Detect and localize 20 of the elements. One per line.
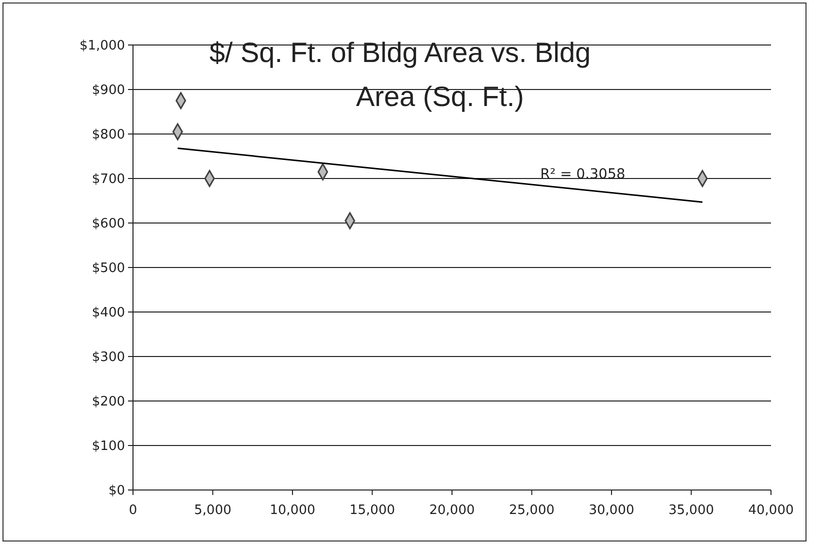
y-tick-label: $300 bbox=[92, 350, 125, 366]
x-tick-label: 35,000 bbox=[668, 503, 714, 518]
x-tick-label: 5,000 bbox=[194, 503, 232, 518]
y-tick-label: $900 bbox=[92, 83, 125, 98]
x-tick-label: 20,000 bbox=[429, 503, 475, 518]
x-tick-label: 30,000 bbox=[588, 503, 634, 518]
y-tick-label: $500 bbox=[92, 261, 125, 276]
x-tick-label: 0 bbox=[128, 503, 138, 518]
y-tick-label: $700 bbox=[92, 172, 125, 188]
x-tick-label: 40,000 bbox=[748, 503, 794, 518]
y-tick-label: $0 bbox=[108, 484, 125, 499]
y-tick-label: $800 bbox=[92, 128, 125, 143]
x-tick-label: 25,000 bbox=[509, 503, 554, 518]
y-tick-label: $600 bbox=[92, 216, 125, 232]
y-tick-label: $200 bbox=[92, 394, 125, 410]
y-tick-label: $1,000 bbox=[80, 38, 125, 54]
x-tick-label: 10,000 bbox=[270, 503, 316, 518]
y-tick-label: $100 bbox=[92, 439, 125, 454]
y-tick-label: $400 bbox=[92, 306, 125, 321]
x-tick-label: 15,000 bbox=[350, 503, 395, 518]
